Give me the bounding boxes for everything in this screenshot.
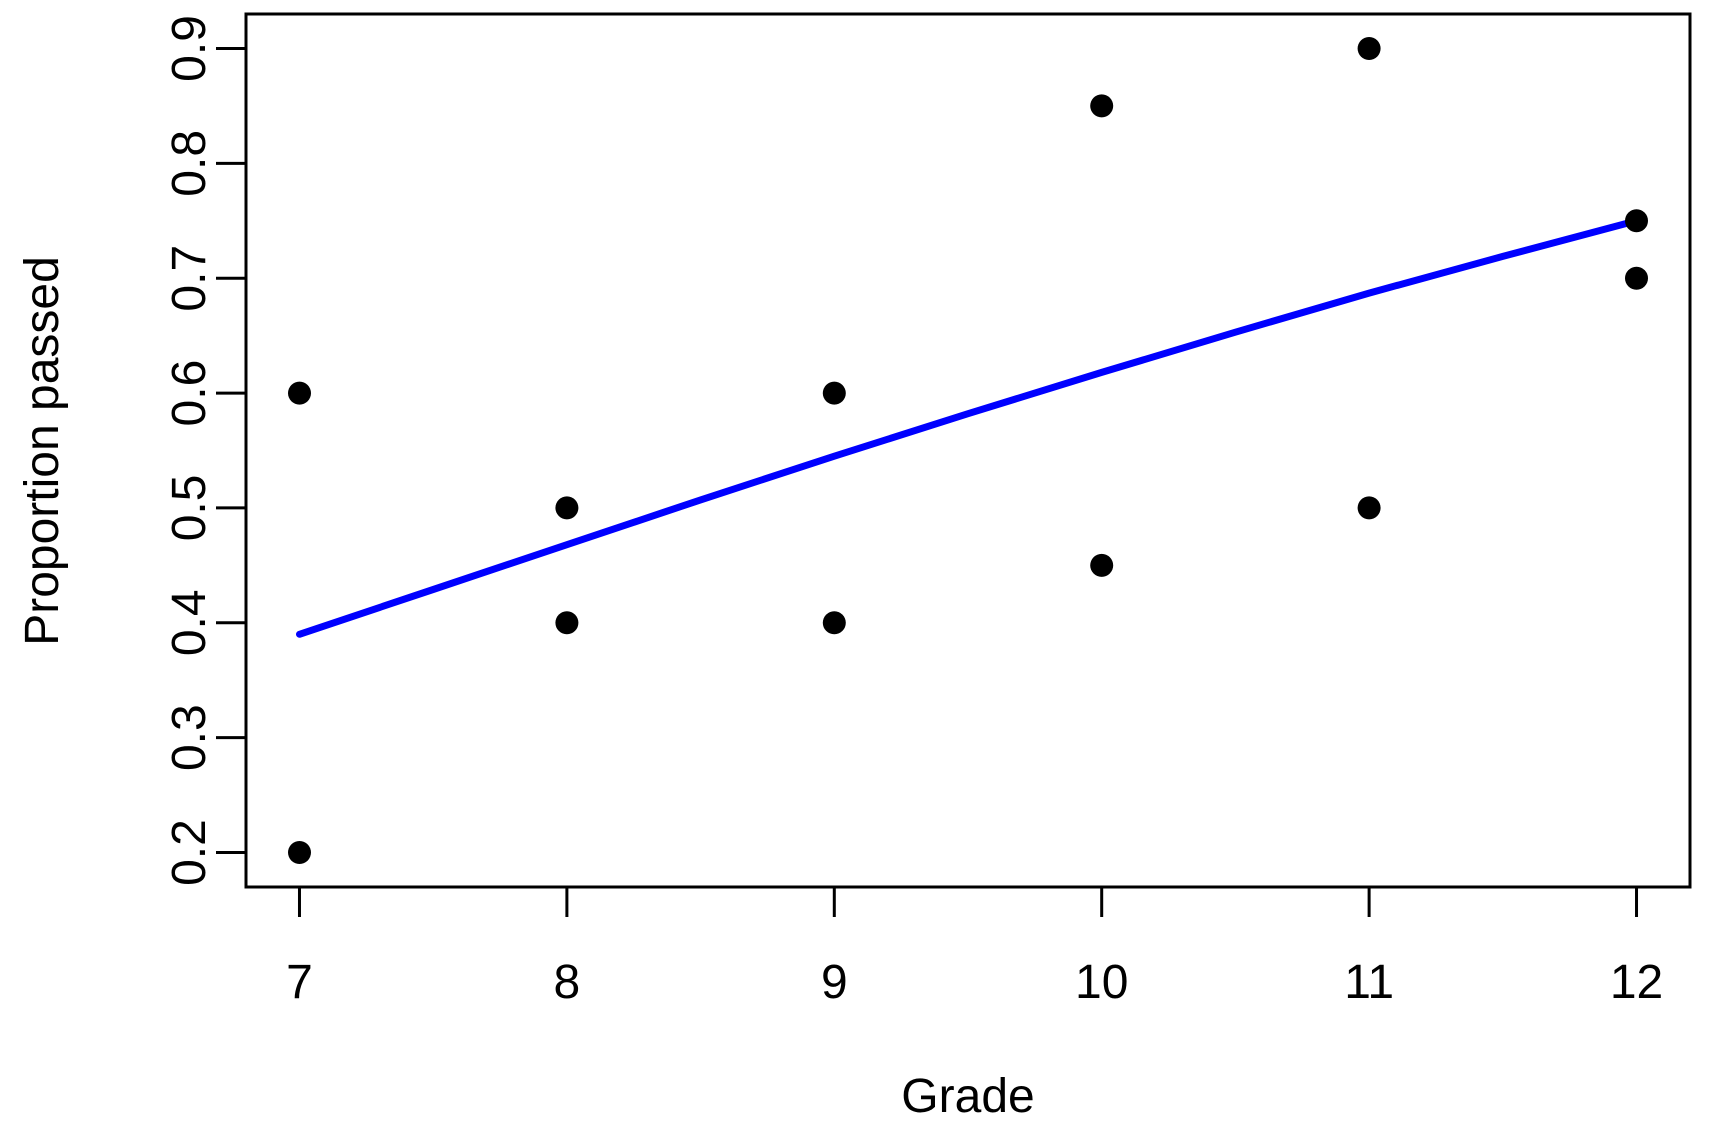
y-tick-label: 0.4	[163, 589, 216, 656]
data-point	[1625, 209, 1648, 233]
data-point	[288, 381, 311, 405]
x-tick-label: 8	[554, 956, 581, 1009]
x-tick-label: 11	[1344, 956, 1394, 1009]
y-tick-label: 0.9	[163, 15, 216, 82]
data-point	[822, 611, 846, 635]
data-point	[1090, 94, 1114, 118]
x-tick-label: 12	[1610, 956, 1663, 1009]
x-axis-label: Grade	[901, 1070, 1034, 1123]
y-tick-label: 0.6	[163, 360, 216, 427]
x-tick-label: 7	[286, 956, 313, 1009]
data-point	[1357, 496, 1381, 520]
trend-line	[296, 217, 1640, 638]
y-tick-label: 0.8	[163, 130, 216, 197]
data-point	[822, 381, 846, 405]
trend-line-group	[296, 217, 1640, 638]
data-point	[555, 611, 579, 635]
y-tick-label: 0.5	[163, 475, 216, 542]
data-point	[1625, 266, 1648, 290]
y-axis-label: Proportion passed	[16, 256, 69, 646]
data-point	[288, 841, 311, 864]
data-point	[1357, 37, 1381, 60]
y-axis-ticks: 0.2 0.3 0.4 0.5 0.6 0.7 0.8 0.9	[163, 15, 246, 886]
y-tick-label: 0.7	[163, 245, 216, 312]
x-tick-label: 9	[821, 956, 848, 1009]
y-tick-label: 0.3	[163, 704, 216, 771]
data-points	[288, 37, 1648, 864]
data-point	[555, 496, 579, 520]
y-tick-label: 0.2	[163, 819, 216, 886]
x-tick-label: 10	[1075, 956, 1128, 1009]
x-axis-ticks: 7 8 9 10 11 12	[286, 887, 1663, 1009]
plot-box	[244, 12, 1692, 889]
data-point	[1090, 553, 1114, 577]
